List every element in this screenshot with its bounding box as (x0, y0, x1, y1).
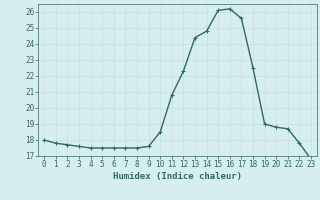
X-axis label: Humidex (Indice chaleur): Humidex (Indice chaleur) (113, 172, 242, 181)
